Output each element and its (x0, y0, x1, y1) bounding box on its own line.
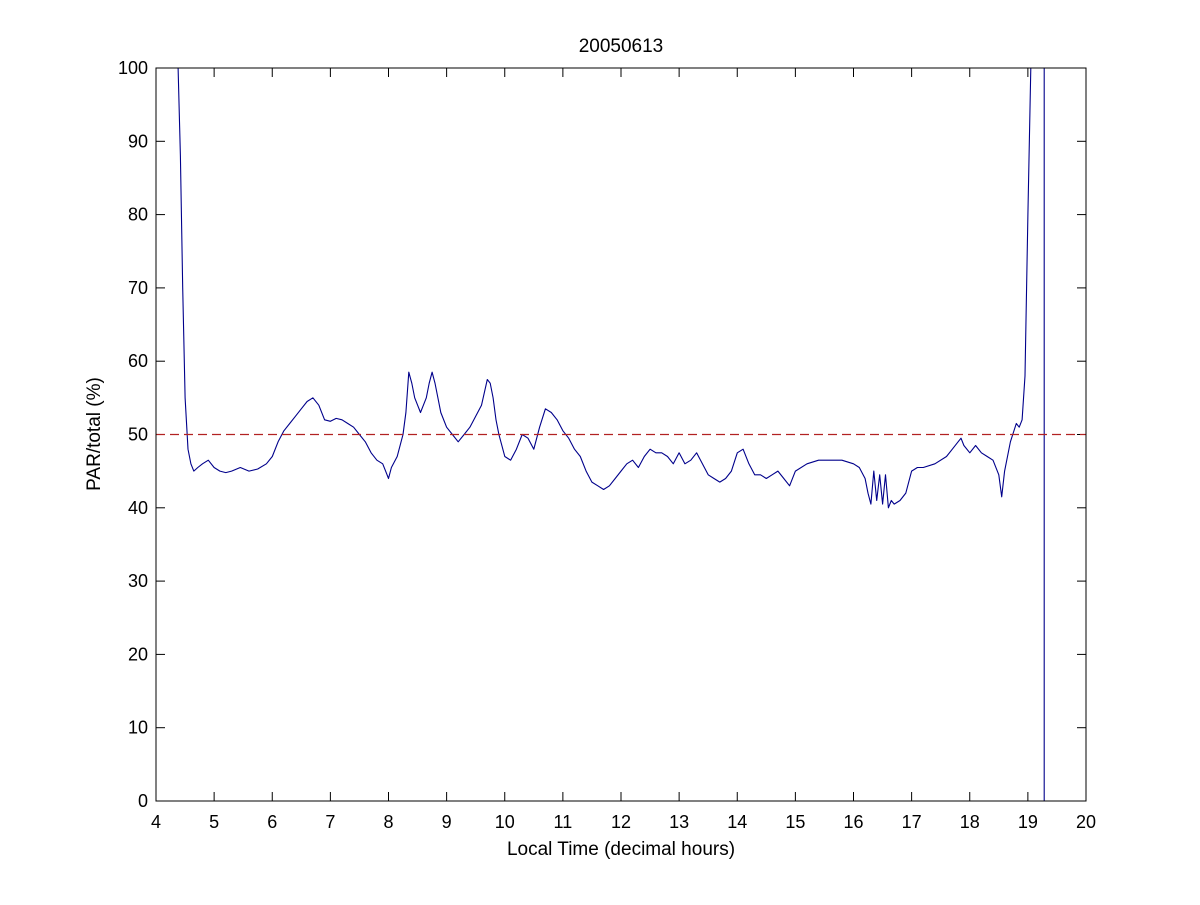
x-tick-label: 16 (843, 812, 863, 832)
x-tick-label: 4 (151, 812, 161, 832)
x-tick-label: 14 (727, 812, 747, 832)
y-tick-label: 0 (138, 791, 148, 811)
y-tick-labels: 0 10 20 30 40 50 60 70 80 90 100 (118, 58, 148, 811)
x-tick-labels: 4 5 6 7 8 9 10 11 12 13 14 15 16 17 18 19 20 (151, 812, 1096, 832)
x-axis-title: Local Time (decimal hours) (507, 839, 735, 860)
chart-title: 20050613 (579, 36, 664, 57)
y-tick-label: 80 (128, 205, 148, 225)
y-tick-label: 20 (128, 644, 148, 664)
y-tick-label: 70 (128, 278, 148, 298)
y-tick-label: 50 (128, 425, 148, 445)
x-tick-label: 18 (960, 812, 980, 832)
x-tick-label: 15 (785, 812, 805, 832)
x-tick-label: 6 (267, 812, 277, 832)
x-tick-label: 7 (325, 812, 335, 832)
x-tick-label: 19 (1018, 812, 1038, 832)
x-tick-label: 12 (611, 812, 631, 832)
y-tick-label: 30 (128, 571, 148, 591)
series-line-par-ratio (177, 68, 1032, 509)
x-tick-label: 20 (1076, 812, 1096, 832)
y-tick-label: 100 (118, 58, 148, 78)
x-tick-label: 5 (209, 812, 219, 832)
y-axis-title: PAR/total (%) (84, 377, 105, 491)
x-tick-label: 17 (902, 812, 922, 832)
x-tick-label: 9 (442, 812, 452, 832)
y-tick-label: 60 (128, 351, 148, 371)
y-tick-label: 10 (128, 718, 148, 738)
x-tick-label: 8 (383, 812, 393, 832)
x-tick-label: 11 (554, 812, 573, 832)
x-tick-label: 13 (669, 812, 689, 832)
x-tick-label: 10 (495, 812, 515, 832)
y-tick-label: 90 (128, 131, 148, 151)
y-tick-label: 40 (128, 498, 148, 518)
plot-frame (155, 67, 1087, 802)
